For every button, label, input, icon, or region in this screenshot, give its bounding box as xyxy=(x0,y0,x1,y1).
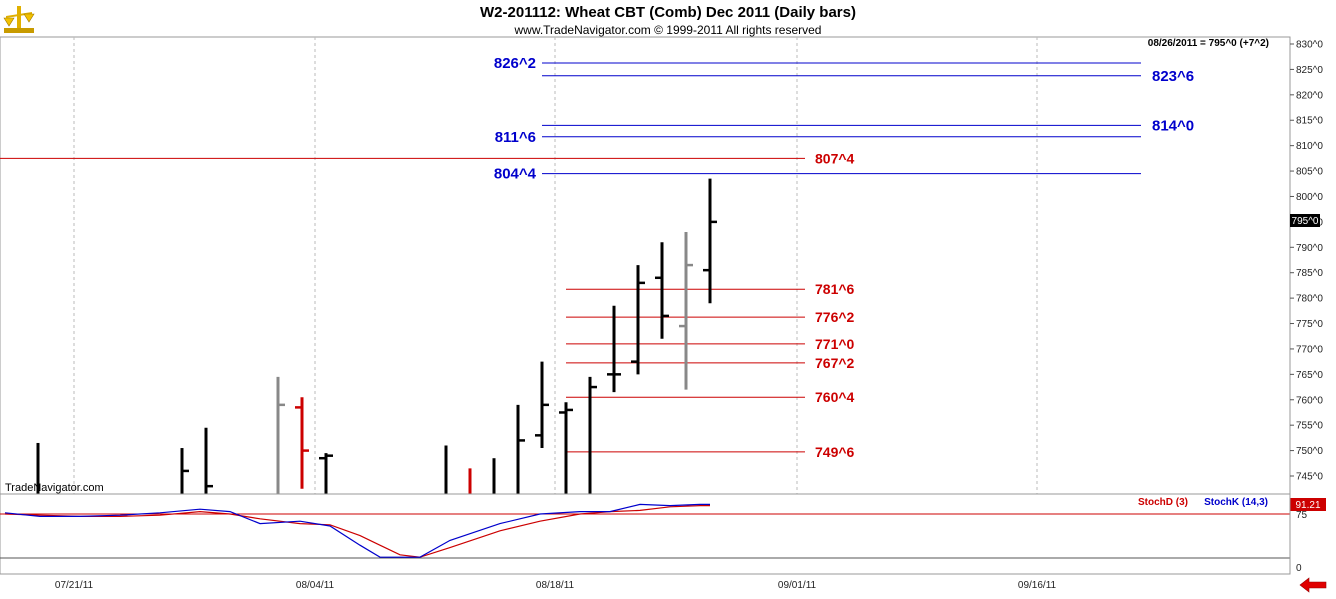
price-tick-label: 810^0 xyxy=(1296,141,1323,152)
date-tick-label: 09/01/11 xyxy=(778,580,817,591)
price-panel xyxy=(0,36,1291,495)
price-tick-label: 820^0 xyxy=(1296,90,1323,101)
current-price-tag: 795^0 xyxy=(1290,214,1320,227)
price-tick-label: 805^0 xyxy=(1296,167,1323,178)
stochD-line xyxy=(4,505,710,558)
scales-logo-icon xyxy=(3,6,35,33)
level-label: 811^6 xyxy=(495,129,536,146)
price-tick-label: 780^0 xyxy=(1296,294,1323,305)
osc-tick-label: 75 xyxy=(1296,510,1308,521)
last-quote-label: 08/26/2011 = 795^0 (+7^2) xyxy=(1148,38,1269,49)
price-tick-label: 800^0 xyxy=(1296,192,1323,203)
date-tick-label: 09/16/11 xyxy=(1018,580,1057,591)
level-label: 781^6 xyxy=(815,281,855,297)
oscillator-axis: 75 0 xyxy=(1289,494,1308,574)
oscillator-value-label: 91.21 xyxy=(1295,500,1320,511)
watermark: TradeNavigator.com xyxy=(5,482,104,494)
chart-copyright: www.TradeNavigator.com © 1999-2011 All r… xyxy=(514,23,822,37)
level-label: 826^2 xyxy=(494,55,536,72)
stochK-label: StochK (14,3) xyxy=(1204,497,1268,508)
level-label: 776^2 xyxy=(815,309,855,325)
current-price-label: 795^0 xyxy=(1292,216,1319,227)
price-tick-label: 825^0 xyxy=(1296,65,1323,76)
date-tick-label: 08/04/11 xyxy=(296,580,335,591)
price-tick-label: 830^0 xyxy=(1296,40,1323,51)
level-label: 807^4 xyxy=(815,150,855,166)
date-tick-label: 08/18/11 xyxy=(536,580,575,591)
price-tick-label: 815^0 xyxy=(1296,116,1323,127)
logo xyxy=(3,6,35,33)
price-tick-label: 790^0 xyxy=(1296,243,1323,254)
stochastic-lines xyxy=(4,503,710,558)
level-label: 804^4 xyxy=(494,166,537,183)
date-tick-label: 07/21/11 xyxy=(55,580,94,591)
level-label: 814^0 xyxy=(1152,117,1194,134)
price-tick-label: 760^0 xyxy=(1296,395,1323,406)
level-label: 767^2 xyxy=(815,355,855,371)
red-left-arrow-icon[interactable] xyxy=(1299,577,1327,593)
date-axis: 07/21/11 08/04/11 08/18/11 09/01/11 09/16/11 xyxy=(55,580,1057,591)
level-label: 823^6 xyxy=(1152,68,1194,85)
price-tick-label: 750^0 xyxy=(1296,446,1323,457)
price-tick-label: 775^0 xyxy=(1296,319,1323,330)
level-label: 760^4 xyxy=(815,389,855,405)
chart-title: W2-201112: Wheat CBT (Comb) Dec 2011 (Da… xyxy=(480,4,856,21)
price-axis: 830^0 825^0 820^0 815^0 810^0 805^0 800^0 795^0… xyxy=(1289,37,1323,494)
level-label: 749^6 xyxy=(815,444,855,460)
stochK-line xyxy=(4,503,710,558)
oscillator-value-tag: 91.21 xyxy=(1290,498,1326,511)
osc-tick-label: 0 xyxy=(1296,563,1302,574)
price-bars xyxy=(36,178,717,499)
price-tick-label: 745^0 xyxy=(1296,472,1323,483)
oscillator-panel xyxy=(0,493,1291,575)
price-tick-label: 785^0 xyxy=(1296,268,1323,279)
level-label: 771^0 xyxy=(815,336,855,352)
stochD-label: StochD (3) xyxy=(1138,497,1188,508)
price-tick-label: 770^0 xyxy=(1296,344,1323,355)
price-tick-label: 755^0 xyxy=(1296,421,1323,432)
price-tick-label: 765^0 xyxy=(1296,370,1323,381)
